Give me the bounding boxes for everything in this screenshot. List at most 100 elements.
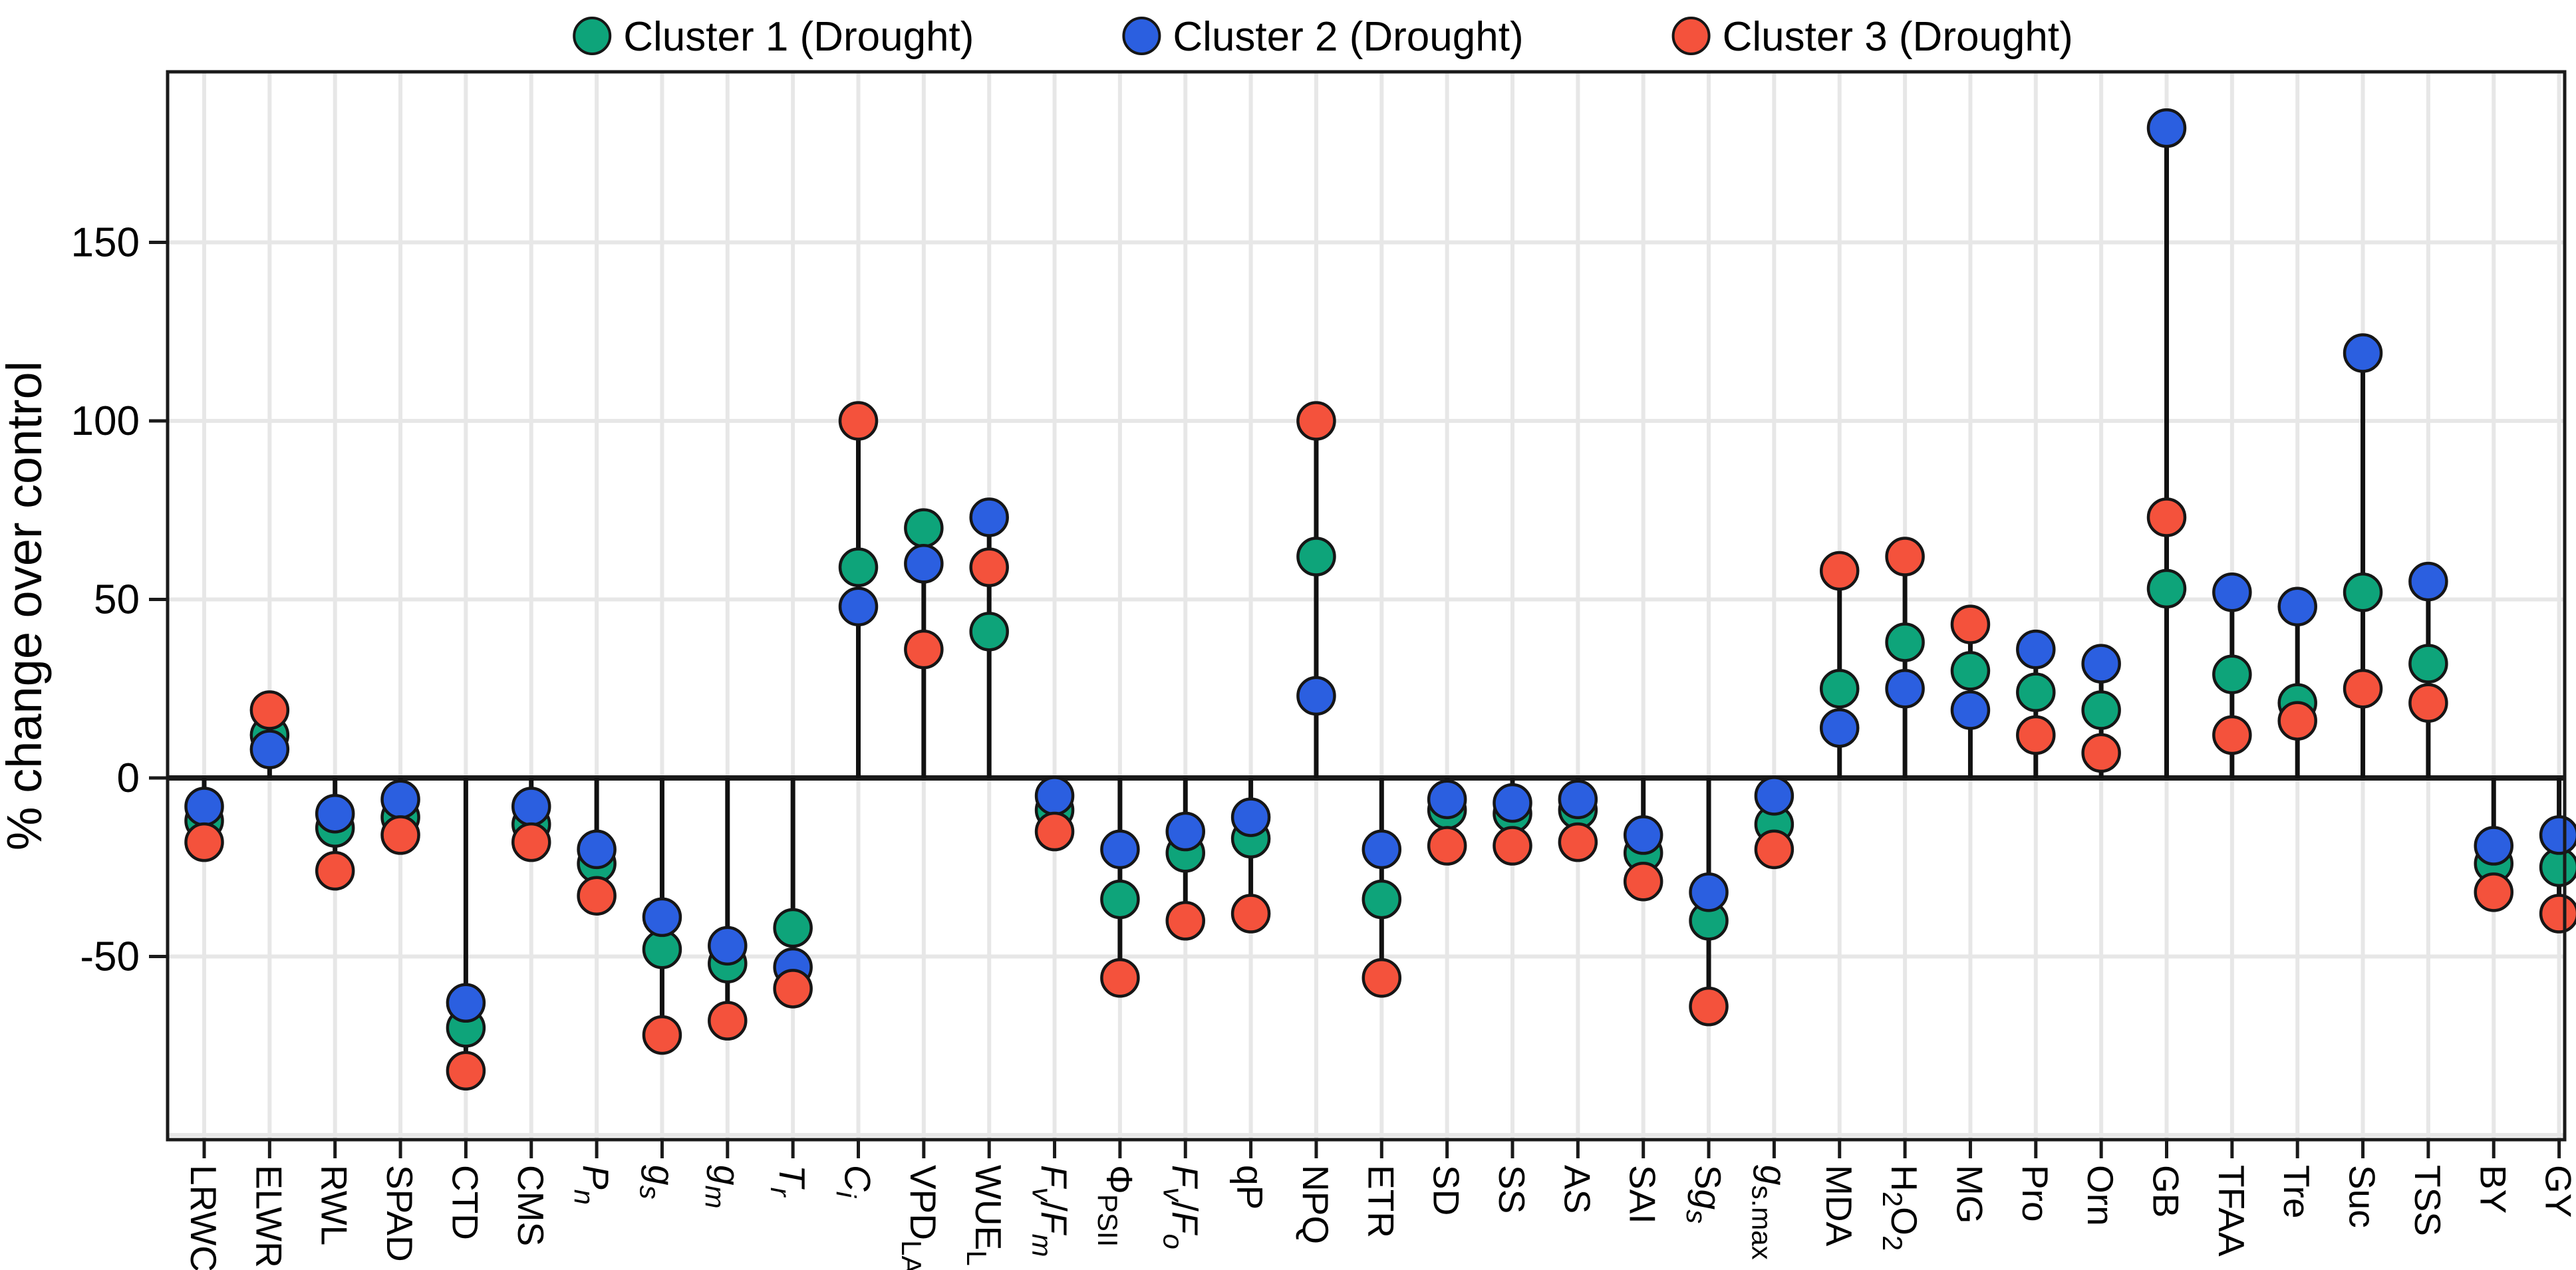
data-point bbox=[380, 815, 420, 855]
data-point bbox=[1296, 537, 1336, 576]
panel-border bbox=[166, 70, 2567, 1142]
data-point bbox=[904, 544, 944, 584]
x-tick-label: H2O2 bbox=[1877, 1165, 1925, 1251]
data-point bbox=[838, 547, 879, 587]
data-point bbox=[1885, 669, 1925, 709]
data-point bbox=[773, 908, 813, 948]
data-point bbox=[2539, 815, 2576, 855]
x-tick-label: TFAA bbox=[2211, 1165, 2252, 1257]
y-tick-label: 0 bbox=[117, 755, 140, 801]
x-tick-label: Pn bbox=[569, 1165, 617, 1205]
data-point bbox=[1230, 797, 1271, 837]
data-point bbox=[838, 586, 879, 626]
y-tick-label: 50 bbox=[94, 577, 140, 623]
x-tick-label: Suc bbox=[2342, 1165, 2383, 1228]
data-point bbox=[1100, 957, 1140, 998]
data-point bbox=[2408, 561, 2448, 602]
x-tick-label: GY bbox=[2538, 1165, 2576, 1217]
y-tick-label: 100 bbox=[71, 398, 140, 444]
data-point bbox=[2146, 569, 2187, 609]
data-point bbox=[1754, 829, 1794, 870]
data-point bbox=[511, 822, 551, 862]
data-point bbox=[708, 1001, 748, 1041]
data-point bbox=[838, 401, 879, 441]
x-tick-label: AS bbox=[1556, 1165, 1598, 1213]
data-point bbox=[1361, 879, 1402, 920]
series-cluster-2 bbox=[184, 108, 2576, 1023]
x-tick-label: SD bbox=[1426, 1165, 1467, 1215]
x-tick-label: GB bbox=[2146, 1165, 2187, 1217]
data-point bbox=[2343, 572, 2383, 612]
legend-label: Cluster 2 (Drought) bbox=[1173, 14, 1523, 60]
data-point bbox=[249, 729, 290, 769]
data-point bbox=[1558, 779, 1598, 819]
y-tick-label: 150 bbox=[71, 220, 140, 266]
x-tick-label: VPDLA bbox=[896, 1165, 944, 1270]
x-tick-label: RWL bbox=[314, 1165, 355, 1245]
legend-label: Cluster 3 (Drought) bbox=[1723, 14, 2073, 60]
data-point bbox=[1623, 815, 1663, 855]
data-point bbox=[1296, 401, 1336, 441]
data-point bbox=[904, 629, 944, 670]
data-point bbox=[2212, 572, 2252, 612]
data-point bbox=[1950, 651, 1991, 691]
x-tick-label: Fv/Fo bbox=[1157, 1165, 1205, 1249]
data-point bbox=[2081, 733, 2121, 773]
x-tick-label: BY bbox=[2472, 1165, 2513, 1213]
x-tick-label: SAI bbox=[1622, 1165, 1663, 1224]
data-point bbox=[1754, 776, 1794, 816]
data-point bbox=[642, 897, 682, 938]
x-tick-label: Tre bbox=[2276, 1165, 2317, 1218]
x-tick-label: WUEL bbox=[961, 1165, 1009, 1266]
data-point bbox=[2016, 715, 2056, 755]
x-tick-label: gs bbox=[634, 1165, 682, 1200]
legend-swatch-icon bbox=[573, 17, 612, 55]
x-tick-label: LRWC bbox=[183, 1165, 224, 1270]
data-point bbox=[380, 779, 420, 819]
data-point bbox=[1885, 622, 1925, 662]
data-point bbox=[2081, 690, 2121, 730]
x-tick-label: NPQ bbox=[1295, 1165, 1336, 1244]
data-point bbox=[577, 876, 617, 916]
x-tick-label: SPAD bbox=[379, 1165, 420, 1262]
y-axis-title: % change over control bbox=[0, 361, 52, 850]
data-point bbox=[1820, 708, 1860, 748]
data-point bbox=[1820, 669, 1860, 709]
data-point bbox=[2539, 894, 2576, 934]
data-point bbox=[2277, 586, 2317, 626]
data-point bbox=[1165, 811, 1205, 852]
y-tick-label: -50 bbox=[80, 934, 140, 980]
data-point bbox=[2146, 497, 2187, 537]
data-point bbox=[2146, 108, 2187, 148]
data-point bbox=[249, 690, 290, 730]
data-point bbox=[577, 829, 617, 870]
data-point bbox=[969, 497, 1009, 537]
x-tick-label: ELWR bbox=[248, 1165, 289, 1268]
data-point bbox=[2081, 644, 2121, 684]
data-point bbox=[1361, 829, 1402, 870]
data-point bbox=[1230, 894, 1271, 934]
data-point bbox=[2212, 654, 2252, 695]
x-tick-label: Tr bbox=[765, 1165, 813, 1198]
data-point bbox=[2408, 683, 2448, 723]
x-tick-label: Pro bbox=[2015, 1165, 2056, 1222]
data-point bbox=[969, 612, 1009, 652]
data-point bbox=[708, 926, 748, 966]
x-tick-label: MG bbox=[1949, 1165, 1990, 1224]
series-cluster-3 bbox=[184, 401, 2576, 1091]
data-point bbox=[1165, 901, 1205, 941]
data-point bbox=[1950, 690, 1991, 730]
x-tick-label: Ci bbox=[831, 1165, 879, 1199]
x-tick-label: ETR bbox=[1360, 1165, 1401, 1238]
x-tick-label: Fv/Fm bbox=[1027, 1165, 1075, 1257]
data-point bbox=[2016, 672, 2056, 712]
data-layer bbox=[184, 108, 2576, 1091]
x-tick-label: ΦPSII bbox=[1092, 1165, 1140, 1247]
data-point bbox=[1296, 676, 1336, 716]
data-point bbox=[1820, 551, 1860, 591]
data-point bbox=[1493, 783, 1532, 823]
x-tick-label: SS bbox=[1491, 1165, 1532, 1213]
data-point bbox=[1689, 986, 1729, 1027]
legend-item-cluster-1: Cluster 1 (Drought) bbox=[573, 14, 974, 60]
